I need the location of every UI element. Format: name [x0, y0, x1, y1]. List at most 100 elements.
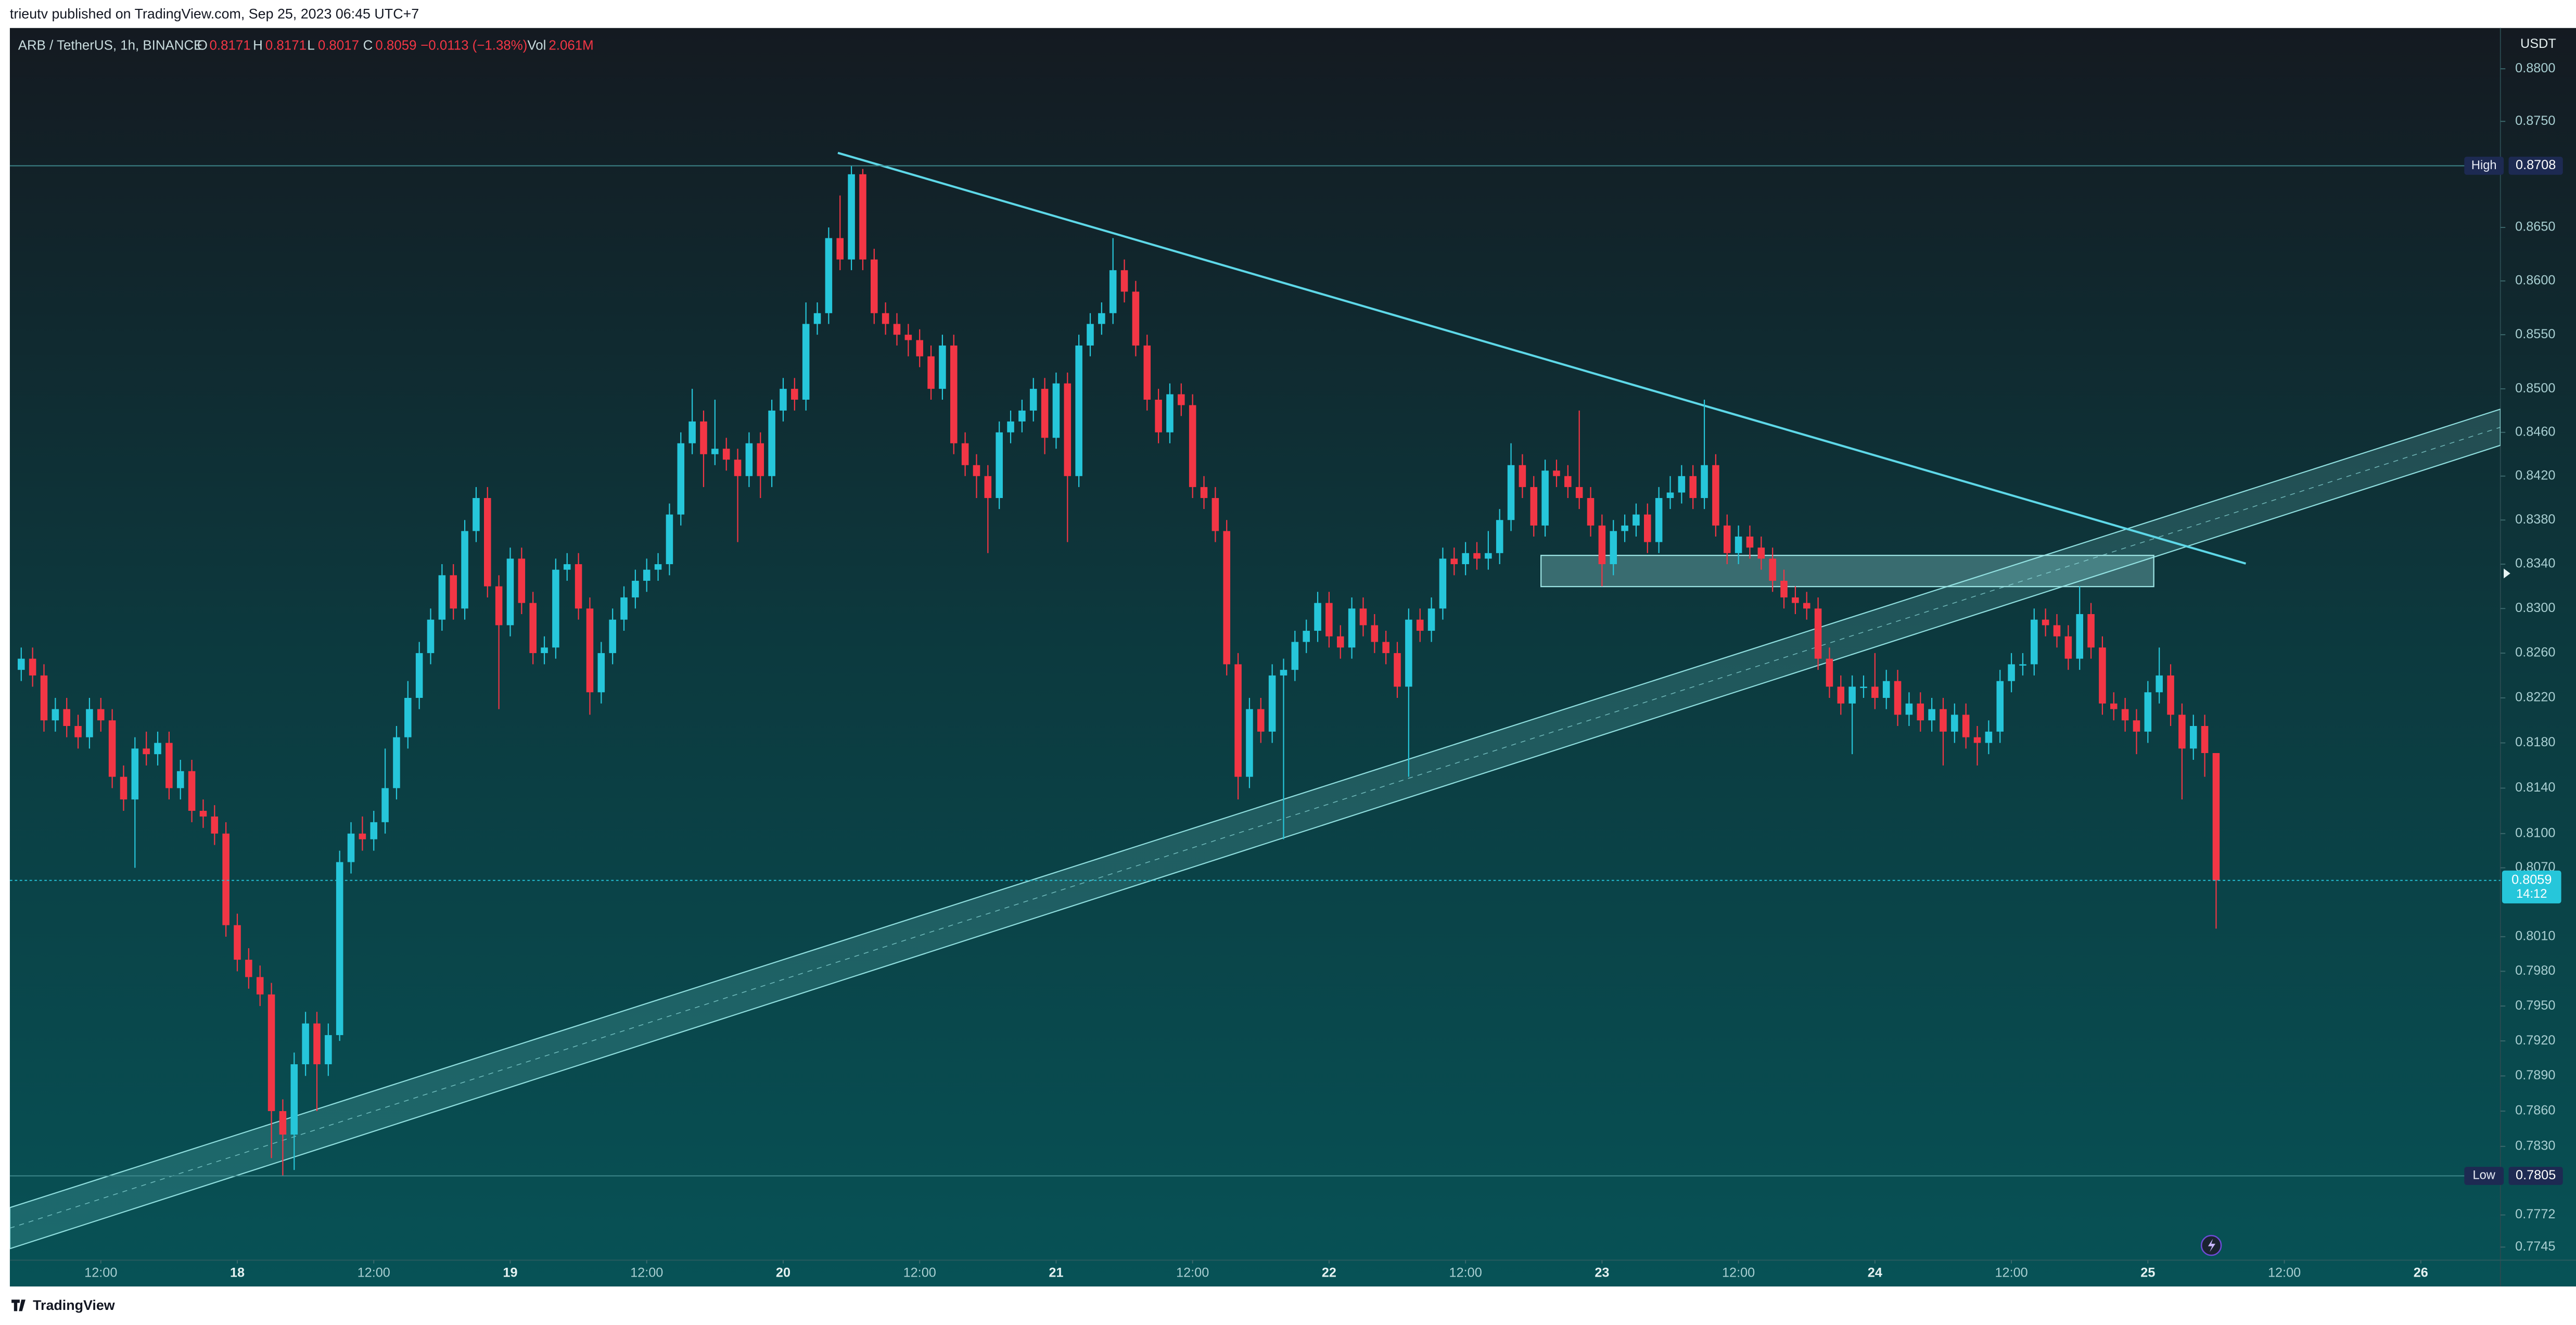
ohlc-label: O: [197, 38, 208, 53]
candle-body: [2064, 636, 2072, 659]
candle-body: [2087, 614, 2095, 648]
y-tick-label: 0.8340: [2515, 556, 2555, 571]
candle-body: [2144, 692, 2152, 732]
candle-body: [267, 994, 275, 1111]
candle-body: [2167, 675, 2174, 715]
candle-body: [1064, 383, 1072, 476]
candle-body: [97, 709, 105, 721]
candle-body: [1189, 405, 1196, 487]
candle-body: [1530, 487, 1538, 526]
candle-body: [165, 743, 173, 788]
y-tick-label: 0.8500: [2515, 381, 2555, 396]
volume-label: Vol: [527, 38, 546, 53]
candle-body: [1871, 686, 1879, 698]
candle-body: [1746, 536, 1754, 548]
candle-body: [1848, 686, 1856, 704]
x-tick-label: 22: [1322, 1265, 1336, 1280]
candle-body: [1120, 270, 1128, 292]
y-tick-label: 0.8650: [2515, 220, 2555, 234]
candle-body: [666, 514, 673, 565]
candle-body: [1701, 465, 1708, 498]
x-tick-label: 12:00: [903, 1265, 936, 1280]
candle-body: [131, 748, 139, 800]
candle-body: [927, 356, 935, 389]
candle-body: [813, 313, 821, 324]
y-tick-label: 0.8420: [2515, 468, 2555, 482]
x-tick-label: 12:00: [1449, 1265, 1482, 1280]
candle-body: [1485, 553, 1492, 559]
candle-body: [1655, 498, 1663, 542]
y-tick-label: 0.8140: [2515, 780, 2555, 795]
high-tag-bg: [2464, 157, 2504, 175]
candle-body: [1575, 487, 1583, 498]
parallel-channel: [9, 409, 2501, 1250]
candle-body: [2042, 619, 2049, 626]
candle-body: [961, 443, 969, 465]
candle-body: [1780, 580, 1788, 597]
candle-body: [893, 324, 901, 335]
candle-body: [1178, 394, 1185, 405]
candle-body: [722, 449, 730, 460]
candle-body: [654, 564, 662, 570]
candle-body: [63, 709, 70, 727]
y-tick-label: 0.8220: [2515, 690, 2555, 705]
candle-body: [848, 174, 855, 260]
candle-body: [1143, 345, 1151, 400]
x-tick-label: 19: [503, 1265, 517, 1280]
candle-body: [518, 558, 526, 603]
candle-body: [1075, 345, 1082, 476]
x-tick-label: 12:00: [358, 1265, 390, 1280]
scroll-arrow[interactable]: [2504, 568, 2510, 579]
candle-body: [791, 389, 798, 400]
candle-body: [1962, 715, 1970, 737]
candle-body: [1212, 498, 1219, 531]
candle-body: [586, 608, 594, 693]
footer-brand: TradingView: [33, 1297, 115, 1313]
candle-body: [984, 476, 992, 498]
candle-body: [780, 389, 787, 411]
candle-body: [1712, 465, 1719, 526]
x-tick-label: 12:00: [1176, 1265, 1209, 1280]
candle-body: [632, 580, 639, 597]
y-tick-label: 0.8260: [2515, 645, 2555, 660]
candle-body: [1109, 270, 1117, 313]
candle-body: [950, 345, 958, 443]
candle-body: [836, 238, 844, 260]
high-value: 0.8708: [2516, 158, 2556, 172]
x-tick-label: 12:00: [1995, 1265, 2028, 1280]
candle-body: [745, 443, 753, 476]
ohlc-value: 0.8171: [210, 38, 251, 53]
candle-body: [1041, 389, 1049, 438]
x-tick-label: 18: [230, 1265, 245, 1280]
y-tick-label: 0.8300: [2515, 601, 2555, 615]
y-tick-label: 0.8800: [2515, 61, 2555, 75]
candle-body: [290, 1064, 298, 1135]
candle-body: [859, 174, 866, 260]
candle-body: [1416, 619, 1424, 631]
candle-body: [1894, 681, 1902, 715]
candle-body: [757, 443, 764, 476]
ohlc-label: H: [253, 38, 263, 53]
candle-body: [1280, 670, 1287, 676]
candle-body: [1439, 558, 1447, 609]
candle-body: [404, 697, 412, 737]
x-tick-label: 12:00: [1722, 1265, 1755, 1280]
low-value-bg: [2508, 1167, 2563, 1185]
x-tick-label: 26: [2414, 1265, 2428, 1280]
resistance-box: [1540, 555, 2154, 588]
candle-body: [996, 432, 1003, 498]
candle-body: [74, 726, 82, 737]
candle-body: [1837, 686, 1845, 704]
candle-body: [1371, 625, 1379, 642]
y-tick-label: 0.8010: [2515, 928, 2555, 943]
candle-body: [1359, 608, 1367, 626]
candle-body: [1633, 514, 1640, 526]
candle-body: [393, 737, 400, 788]
candle-body: [1223, 531, 1231, 665]
candle-body: [1029, 389, 1037, 411]
bolt-icon[interactable]: [2200, 1234, 2222, 1256]
x-tick-label: 23: [1595, 1265, 1609, 1280]
candle-body: [2189, 726, 2197, 749]
candle-body: [1757, 547, 1765, 559]
